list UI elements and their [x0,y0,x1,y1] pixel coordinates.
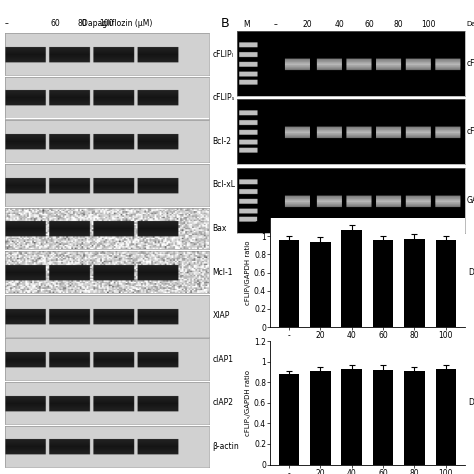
Text: cIAP2: cIAP2 [213,399,234,407]
Y-axis label: cFLIPₛ/GAPDH ratio: cFLIPₛ/GAPDH ratio [245,370,251,436]
Text: cFLIPₛ: cFLIPₛ [213,93,235,102]
Text: Bcl-xL: Bcl-xL [213,181,236,189]
Text: 40: 40 [335,20,344,28]
Text: Dap: Dap [467,21,474,27]
Text: cFI: cFI [467,128,474,136]
Text: 60: 60 [364,20,374,28]
Text: 100: 100 [421,20,435,28]
Bar [373,370,393,465]
Text: Mcl-1: Mcl-1 [213,268,233,276]
Text: 20: 20 [303,20,312,28]
Text: M: M [243,20,249,28]
Text: 80: 80 [394,20,403,28]
Bar [404,371,425,465]
Text: XIAP: XIAP [213,311,230,320]
Text: GAPDH: GAPDH [467,196,474,205]
Bar [436,240,456,327]
Text: B: B [221,17,229,30]
Text: D: D [468,399,474,407]
Bar [310,371,330,465]
Bar [341,369,362,465]
Text: –: – [5,19,9,28]
Bar [341,230,362,327]
Bar [279,240,299,327]
Text: Dapagliflozin (μM): Dapagliflozin (μM) [82,19,152,28]
Text: cIAP1: cIAP1 [213,355,234,364]
Y-axis label: cFLIPₗ/GAPDH ratio: cFLIPₗ/GAPDH ratio [245,240,251,305]
Bar [404,239,425,327]
Bar [436,369,456,465]
Text: β-actin: β-actin [213,442,239,451]
Text: –: – [274,20,278,28]
Text: Bcl-2: Bcl-2 [213,137,232,146]
Text: Bax: Bax [213,224,227,233]
Bar [373,240,393,327]
Text: cF: cF [467,59,474,68]
Text: 80: 80 [77,19,87,28]
Text: 60: 60 [51,19,61,28]
Bar [310,242,330,327]
Text: 100: 100 [100,19,114,28]
Text: cFLIPₗ: cFLIPₗ [213,50,234,58]
Text: D: D [468,268,474,277]
Bar [279,374,299,465]
